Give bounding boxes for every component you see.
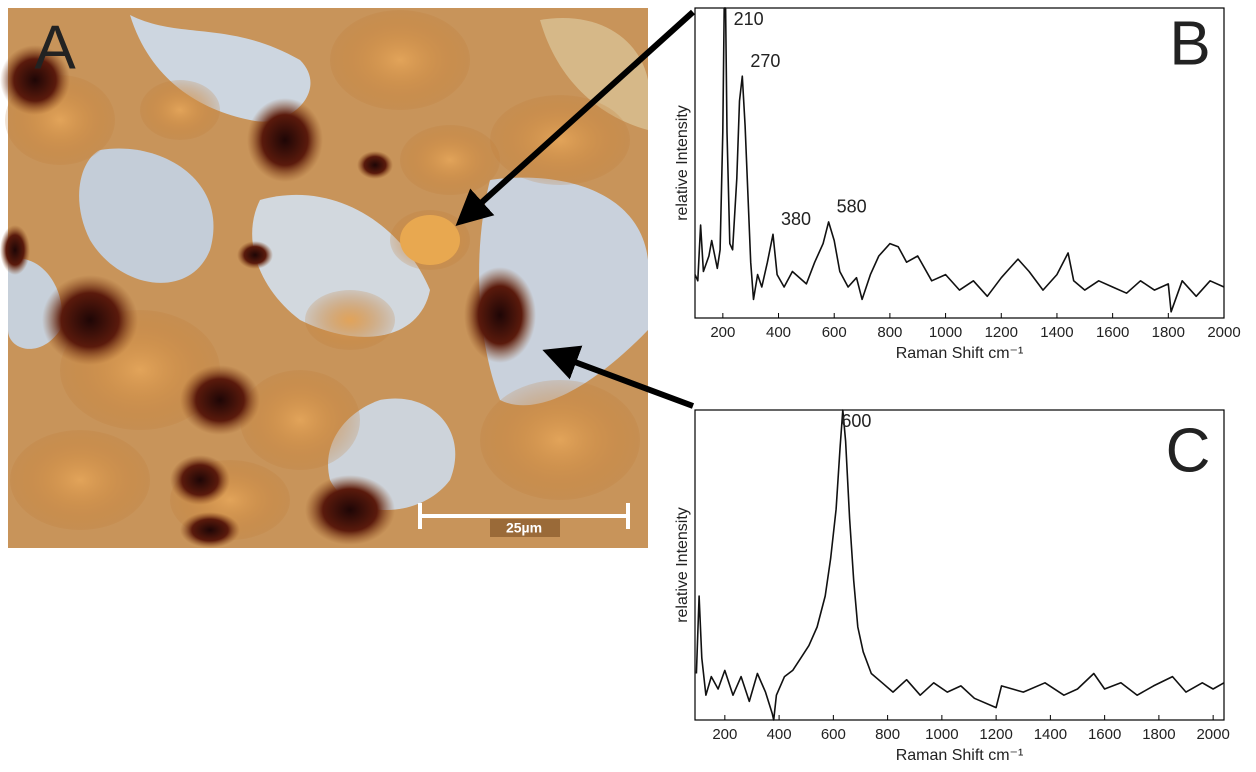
x-tick-label: 1800 — [1142, 726, 1175, 743]
micrograph: A 25µm — [0, 8, 648, 548]
y-axis-label: relative Intensity — [674, 507, 691, 623]
x-tick-label: 800 — [877, 324, 902, 341]
x-tick-label: 400 — [767, 726, 792, 743]
plot-frame — [694, 409, 1225, 721]
x-tick-label: 200 — [712, 726, 737, 743]
peak-label: 270 — [750, 51, 780, 71]
scale-bar: 25µm — [418, 503, 630, 537]
panel-label: B — [1169, 9, 1210, 78]
x-tick-label: 600 — [821, 726, 846, 743]
x-tick-label: 800 — [875, 726, 900, 743]
arrow — [455, 9, 696, 227]
x-tick-label: 400 — [766, 324, 791, 341]
spectrum-line — [694, 7, 1225, 313]
plot-frame — [694, 7, 1225, 319]
panel-label: C — [1166, 416, 1211, 485]
x-tick-label: 1600 — [1096, 324, 1129, 341]
x-tick-label: 600 — [822, 324, 847, 341]
arrow — [542, 345, 695, 409]
x-tick-label: 2000 — [1196, 726, 1229, 743]
peak-label: 210 — [734, 9, 764, 29]
x-axis-label: Raman Shift cm⁻¹ — [896, 345, 1024, 362]
peak-label: 600 — [841, 411, 871, 431]
x-tick-label: 200 — [710, 324, 735, 341]
x-tick-label: 1800 — [1152, 324, 1185, 341]
spectrum-line — [695, 409, 1225, 721]
x-tick-label: 2000 — [1207, 324, 1240, 341]
x-tick-label: 1000 — [929, 324, 962, 341]
y-axis-label: relative Intensity — [674, 105, 691, 221]
peak-label: 380 — [781, 209, 811, 229]
x-tick-label: 1600 — [1088, 726, 1121, 743]
x-tick-label: 1200 — [985, 324, 1018, 341]
x-tick-label: 1400 — [1034, 726, 1067, 743]
x-tick-label: 1200 — [979, 726, 1012, 743]
x-tick-label: 1400 — [1040, 324, 1073, 341]
panel-label: A — [34, 13, 76, 82]
scale-bar-label: 25µm — [506, 520, 542, 536]
x-tick-label: 1000 — [925, 726, 958, 743]
x-axis-label: Raman Shift cm⁻¹ — [896, 747, 1024, 764]
peak-label: 580 — [837, 197, 867, 217]
